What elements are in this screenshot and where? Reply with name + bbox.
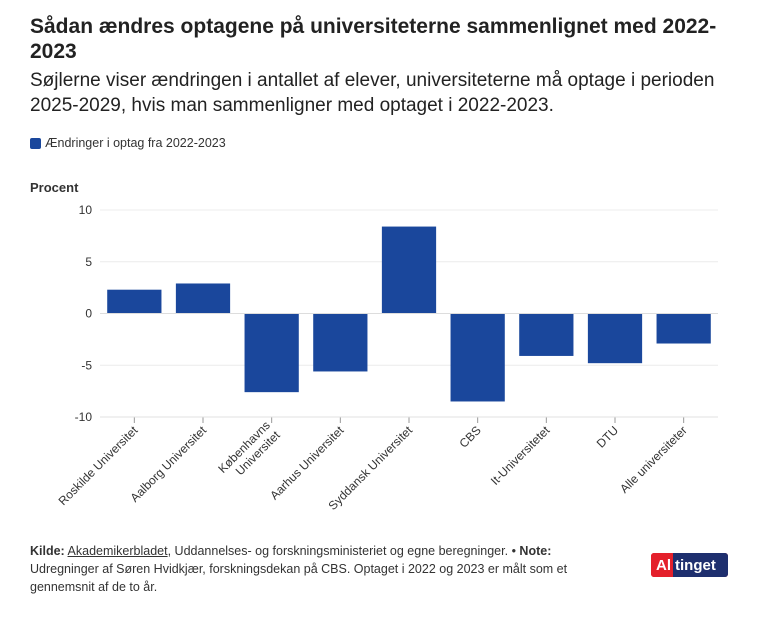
x-tick-label: It-Universitetet — [488, 423, 553, 488]
logo-part-a: Al — [651, 553, 673, 577]
logo-part-b: tinget — [673, 553, 728, 577]
bar[interactable] — [175, 283, 231, 314]
x-tick-label: Alle universiteter — [617, 423, 690, 496]
bar[interactable] — [313, 313, 368, 372]
source-link[interactable]: Akademikerbladet — [67, 544, 168, 558]
y-tick-label: 5 — [85, 255, 92, 269]
legend[interactable]: Ændringer i optag fra 2022-2023 — [30, 136, 226, 150]
separator: • — [508, 544, 520, 558]
bar[interactable] — [381, 226, 437, 314]
note-label: Note: — [519, 544, 552, 558]
bar[interactable] — [587, 313, 643, 364]
bar[interactable] — [107, 289, 162, 314]
y-axis-label: Procent — [30, 180, 79, 195]
source-text: , Uddannelses- og forskningsministeriet … — [167, 544, 509, 558]
y-tick-label: 0 — [85, 307, 92, 321]
y-tick-label: -10 — [75, 410, 93, 424]
bar[interactable] — [244, 313, 299, 393]
x-tick-label: Aalborg Universitet — [128, 423, 210, 505]
legend-label: Ændringer i optag fra 2022-2023 — [45, 136, 226, 150]
bar[interactable] — [519, 313, 574, 356]
legend-swatch — [30, 137, 41, 149]
footer: Kilde: Akademikerbladet, Uddannelses- og… — [30, 542, 590, 596]
y-tick-label: -5 — [81, 358, 92, 372]
altinget-logo[interactable]: Al tinget — [651, 553, 728, 577]
chart-title: Sådan ændres optagene på universiteterne… — [30, 15, 717, 63]
note-text: Udregninger af Søren Hvidkjær, forskning… — [30, 562, 568, 594]
x-tick-label: KøbenhavnsUniversitet — [215, 418, 283, 486]
bar[interactable] — [656, 313, 711, 344]
source-label: Kilde: — [30, 544, 65, 558]
chart-subtitle: Søjlerne viser ændringen i antallet af e… — [30, 70, 715, 116]
bar[interactable] — [450, 313, 505, 402]
x-tick-label: DTU — [594, 423, 621, 450]
x-tick-label: CBS — [456, 423, 483, 450]
y-tick-label: 10 — [79, 203, 93, 217]
